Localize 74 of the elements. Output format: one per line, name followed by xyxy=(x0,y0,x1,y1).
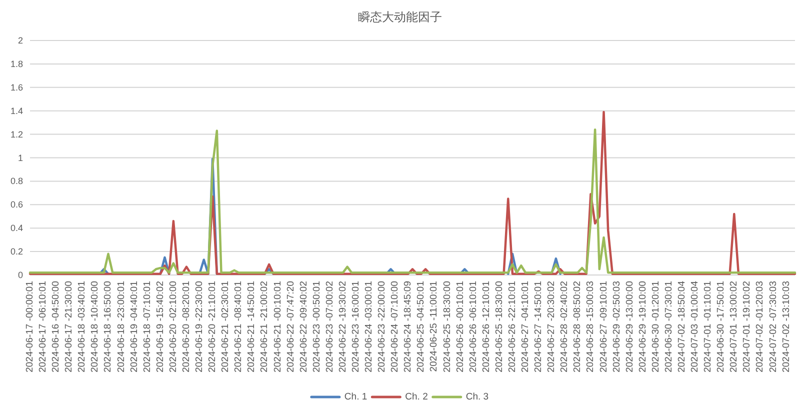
x-tick-label: 2024-06-30 -17:50:01 xyxy=(716,281,727,372)
x-tick-label: 2024-06-27 -09:10:01 xyxy=(598,281,610,372)
x-tick-label: 2024-06-29 -13:00:00 xyxy=(624,281,636,372)
y-tick-label: 0 xyxy=(18,270,23,280)
x-tick-label: 2024-06-28 -02:40:02 xyxy=(559,281,570,372)
y-tick-label: 0.2 xyxy=(10,246,23,257)
x-tick-label: 2024-06-29 -19:10:00 xyxy=(637,281,648,372)
x-tick-label: 2024-06-26 -12:10:01 xyxy=(480,281,492,372)
x-tick-label: 2024-06-18 -07:10:01 xyxy=(142,281,153,372)
x-tick-label: 2024-06-18 -23:00:01 xyxy=(116,281,127,372)
x-tick-label: 2024-06-17 -00:00:01 xyxy=(24,281,36,372)
x-tick-label: 2024-07-02 -18:50:04 xyxy=(676,281,688,372)
x-tick-label: 2024-06-18 -16:50:00 xyxy=(102,281,114,372)
x-tick-label: 2024-06-27 -04:10:01 xyxy=(520,281,532,372)
x-tick-label: 2024-06-26 -00:10:01 xyxy=(454,281,466,372)
x-tick-label: 2024-06-21 -14:50:01 xyxy=(246,281,258,372)
x-tick-label: 2024-06-21 -02:30:01 xyxy=(220,281,232,372)
legend-label: Ch. 2 xyxy=(405,392,428,402)
legend-label: Ch. 1 xyxy=(344,392,368,402)
x-tick-label: 2024-07-03 -01:00:04 xyxy=(690,281,701,372)
x-tick-label: 2024-06-25 -11:00:01 xyxy=(428,281,440,372)
y-tick-label: 1.6 xyxy=(10,82,23,92)
x-tick-label: 2024-06-18 -03:40:01 xyxy=(76,281,88,372)
x-tick-label: 2024-06-29 -02:50:03 xyxy=(611,281,622,372)
chart-title: 瞬态大动能因子 xyxy=(358,10,442,24)
x-tick-label: 2024-07-02 -13:10:03 xyxy=(780,281,792,372)
y-tick-label: 0.6 xyxy=(10,200,23,210)
x-tick-label: 2024-06-21 -08:40:01 xyxy=(233,281,244,372)
y-tick-label: 1.2 xyxy=(10,129,23,140)
legend-label: Ch. 3 xyxy=(466,392,489,402)
x-tick-label: 2024-06-23 -00:50:01 xyxy=(311,281,322,372)
y-tick-label: 1.4 xyxy=(10,106,23,116)
x-tick-label: 2024-06-23 -16:00:01 xyxy=(350,281,362,372)
x-tick-label: 2024-06-30 -01:20:01 xyxy=(650,281,662,372)
y-tick-label: 0.4 xyxy=(10,223,23,234)
x-tick-label: 2024-06-30 -07:30:01 xyxy=(663,281,674,372)
x-tick-label: 2024-06-19 -04:40:01 xyxy=(128,281,140,372)
x-tick-label: 2024-07-01 -01:10:01 xyxy=(702,281,714,372)
x-tick-label: 2024-06-23 -07:00:02 xyxy=(324,281,336,372)
x-tick-label: 2024-06-21 -00:10:01 xyxy=(272,281,284,372)
x-tick-label: 2024-06-27 -14:50:01 xyxy=(533,281,544,372)
x-tick-label: 2024-06-25 -04:50:01 xyxy=(416,281,427,372)
x-tick-label: 2024-07-02 -01:20:03 xyxy=(754,281,766,372)
x-tick-label: 2024-06-22 -19:30:02 xyxy=(337,281,348,372)
x-tick-label: 2024-06-26 -06:10:01 xyxy=(468,281,479,372)
x-tick-label: 2024-06-19 -15:40:02 xyxy=(154,281,166,372)
x-tick-label: 2024-06-20 -08:20:01 xyxy=(180,281,192,372)
x-tick-label: 2024-06-22 -09:40:02 xyxy=(298,281,310,372)
x-tick-label: 2024-06-26 -22:10:01 xyxy=(506,281,518,372)
x-tick-label: 2024-07-01 -19:10:02 xyxy=(742,281,753,372)
x-tick-label: 2024-06-24 -03:00:01 xyxy=(364,281,375,372)
x-tick-label: 2024-06-24 -07:10:00 xyxy=(390,281,401,372)
x-tick-label: 2024-06-28 -08:50:02 xyxy=(572,281,584,372)
x-tick-label: 2024-06-18 -10:40:00 xyxy=(90,281,101,372)
x-tick-label: 2024-06-25 -18:30:00 xyxy=(442,281,453,372)
y-tick-label: 0.8 xyxy=(10,176,23,186)
y-tick-label: 1.8 xyxy=(10,58,23,69)
x-tick-label: 2024-06-16 -04:50:00 xyxy=(50,281,62,372)
y-tick-label: 1 xyxy=(18,152,23,163)
y-tick-label: 2 xyxy=(18,36,23,46)
x-tick-label: 2024-06-19 -22:30:00 xyxy=(194,281,206,372)
x-tick-label: 2024-06-17 -06:10:01 xyxy=(38,281,49,372)
x-tick-label: 2024-07-01 -13:00:02 xyxy=(728,281,740,372)
x-tick-label: 2024-06-21 -21:00:02 xyxy=(259,281,270,372)
x-tick-label: 2024-06-20 -21:10:01 xyxy=(207,281,218,372)
x-tick-label: 2024-06-23 -22:00:00 xyxy=(376,281,388,372)
x-tick-label: 2024-07-02 -07:30:03 xyxy=(768,281,779,372)
x-tick-label: 2024-06-28 -15:00:03 xyxy=(585,281,596,372)
x-tick-label: 2024-06-24 -18:45:09 xyxy=(402,281,414,372)
x-tick-label: 2024-06-22 -07:47:20 xyxy=(285,281,296,372)
x-tick-label: 2024-06-20 -02:10:00 xyxy=(168,281,179,372)
x-tick-label: 2024-06-25 -18:30:00 xyxy=(494,281,505,372)
x-tick-label: 2024-06-27 -20:30:02 xyxy=(546,281,558,372)
x-tick-label: 2024-06-17 -21:30:00 xyxy=(64,281,75,372)
